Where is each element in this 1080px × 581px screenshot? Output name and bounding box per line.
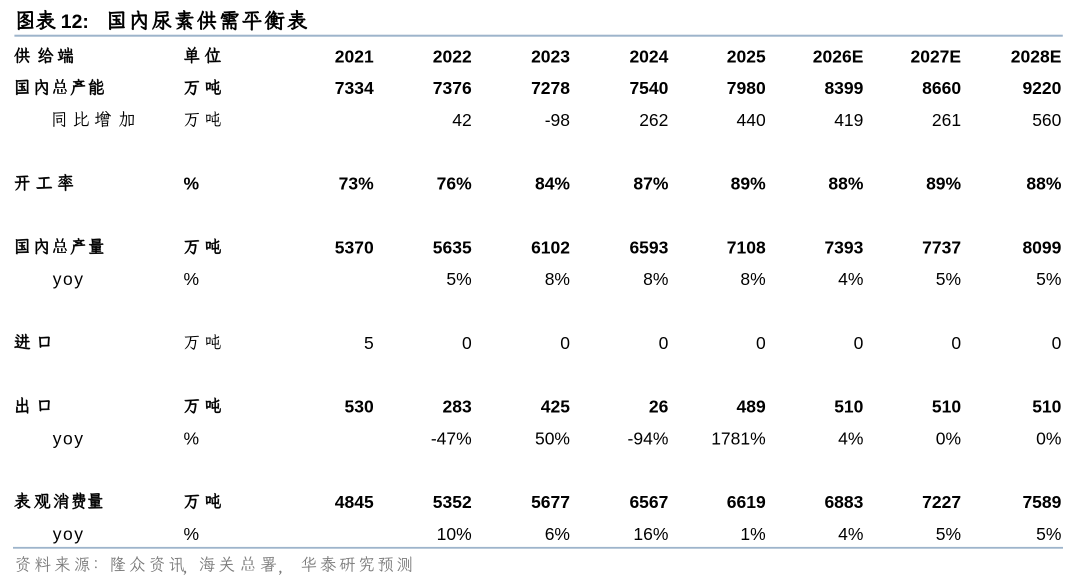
svg-text:0: 0 — [1052, 333, 1062, 353]
svg-text:73%: 73% — [339, 174, 374, 194]
svg-text:5370: 5370 — [335, 237, 374, 257]
svg-text:1%: 1% — [740, 524, 765, 544]
svg-text:1781%: 1781% — [711, 428, 766, 448]
svg-text:5%: 5% — [446, 269, 471, 289]
svg-text:0: 0 — [854, 333, 864, 353]
svg-text:5352: 5352 — [433, 492, 472, 512]
svg-text:5%: 5% — [1036, 269, 1061, 289]
svg-text:%: % — [184, 269, 200, 289]
svg-text:283: 283 — [442, 397, 471, 417]
svg-text:76%: 76% — [437, 174, 472, 194]
svg-text:88%: 88% — [1026, 174, 1061, 194]
svg-text:6567: 6567 — [629, 492, 668, 512]
svg-text:-47%: -47% — [431, 428, 472, 448]
svg-text:0: 0 — [659, 333, 669, 353]
svg-text:7589: 7589 — [1022, 492, 1061, 512]
svg-text:84%: 84% — [535, 174, 570, 194]
svg-text:yoy: yoy — [53, 269, 85, 289]
svg-text:12:: 12: — [61, 11, 89, 33]
svg-text:4%: 4% — [838, 269, 863, 289]
svg-text:5%: 5% — [936, 269, 961, 289]
svg-text:0: 0 — [951, 333, 961, 353]
svg-text:7227: 7227 — [922, 492, 961, 512]
svg-text:0%: 0% — [936, 428, 961, 448]
svg-text:261: 261 — [932, 110, 961, 130]
svg-text:87%: 87% — [633, 174, 668, 194]
svg-text:7737: 7737 — [922, 237, 961, 257]
svg-text:8660: 8660 — [922, 78, 961, 98]
svg-text:yoy: yoy — [53, 428, 85, 448]
svg-text:5635: 5635 — [433, 237, 472, 257]
svg-text:2028E: 2028E — [1011, 46, 1062, 66]
svg-text:0: 0 — [756, 333, 766, 353]
svg-text:2021: 2021 — [335, 46, 374, 66]
svg-text:2027E: 2027E — [910, 46, 961, 66]
svg-text:6883: 6883 — [824, 492, 863, 512]
svg-text:7278: 7278 — [531, 78, 570, 98]
svg-text:10%: 10% — [437, 524, 472, 544]
svg-text:4845: 4845 — [335, 492, 374, 512]
svg-text:4%: 4% — [838, 428, 863, 448]
svg-text:7980: 7980 — [727, 78, 766, 98]
svg-text:8%: 8% — [643, 269, 668, 289]
svg-text:89%: 89% — [926, 174, 961, 194]
svg-text:5%: 5% — [936, 524, 961, 544]
svg-text:9220: 9220 — [1022, 78, 1061, 98]
svg-text:0%: 0% — [1036, 428, 1061, 448]
svg-text:510: 510 — [932, 397, 961, 417]
svg-text:88%: 88% — [828, 174, 863, 194]
svg-text:2025: 2025 — [727, 46, 766, 66]
svg-text:6102: 6102 — [531, 237, 570, 257]
svg-text:7334: 7334 — [335, 78, 374, 98]
svg-text:489: 489 — [736, 397, 765, 417]
svg-text:6619: 6619 — [727, 492, 766, 512]
svg-text:8%: 8% — [545, 269, 570, 289]
svg-text:7376: 7376 — [433, 78, 472, 98]
svg-text:6%: 6% — [545, 524, 570, 544]
svg-text:8099: 8099 — [1022, 237, 1061, 257]
svg-text:7540: 7540 — [629, 78, 668, 98]
svg-text:-98: -98 — [545, 110, 570, 130]
svg-text:5%: 5% — [1036, 524, 1061, 544]
svg-text:-94%: -94% — [628, 428, 669, 448]
svg-text:8%: 8% — [740, 269, 765, 289]
svg-text:440: 440 — [736, 110, 765, 130]
svg-text:8399: 8399 — [824, 78, 863, 98]
svg-text:6593: 6593 — [629, 237, 668, 257]
svg-text:419: 419 — [834, 110, 863, 130]
svg-text:%: % — [184, 524, 200, 544]
svg-text:26: 26 — [649, 397, 669, 417]
svg-text:510: 510 — [1032, 397, 1061, 417]
svg-text:2023: 2023 — [531, 46, 570, 66]
svg-text:%: % — [184, 428, 200, 448]
svg-text:0: 0 — [560, 333, 570, 353]
svg-text:2024: 2024 — [629, 46, 668, 66]
svg-text:262: 262 — [639, 110, 668, 130]
svg-text:425: 425 — [541, 397, 570, 417]
svg-text:%: % — [184, 174, 200, 194]
svg-text:7393: 7393 — [824, 237, 863, 257]
svg-text:5: 5 — [364, 333, 374, 353]
svg-text:4%: 4% — [838, 524, 863, 544]
svg-text:42: 42 — [452, 110, 471, 130]
svg-text:0: 0 — [462, 333, 472, 353]
svg-text:530: 530 — [344, 397, 373, 417]
svg-text:2026E: 2026E — [813, 46, 864, 66]
svg-text:89%: 89% — [731, 174, 766, 194]
svg-text:7108: 7108 — [727, 237, 766, 257]
svg-text:560: 560 — [1032, 110, 1061, 130]
svg-text:2022: 2022 — [433, 46, 472, 66]
svg-text:50%: 50% — [535, 428, 570, 448]
svg-text:510: 510 — [834, 397, 863, 417]
svg-text:16%: 16% — [633, 524, 668, 544]
svg-text:5677: 5677 — [531, 492, 570, 512]
svg-text:yoy: yoy — [53, 524, 85, 544]
